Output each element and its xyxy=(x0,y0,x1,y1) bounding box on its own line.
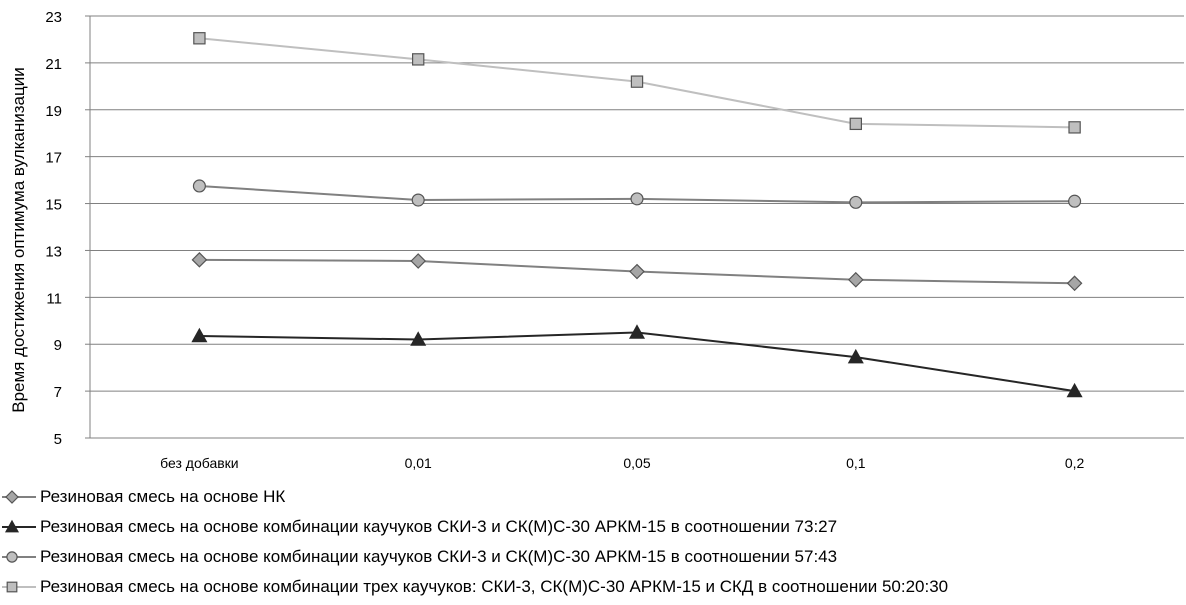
data-point-circle xyxy=(1068,194,1082,208)
legend-item: Резиновая смесь на основе комбинации кау… xyxy=(0,542,837,572)
x-tick-label: 0,1 xyxy=(846,455,866,471)
data-point-triangle xyxy=(191,327,208,343)
legend-marker-diamond xyxy=(2,490,36,504)
legend-marker-triangle xyxy=(2,519,36,533)
data-point-square xyxy=(849,117,863,131)
legend-label: Резиновая смесь на основе комбинации кау… xyxy=(40,517,838,536)
series-lines xyxy=(191,32,1083,398)
y-tick-label: 11 xyxy=(46,290,62,307)
y-tick-label: 9 xyxy=(54,337,62,354)
data-point-circle xyxy=(630,192,644,206)
legend-item: Резиновая смесь на основе комбинации тре… xyxy=(0,572,948,602)
y-tick-label: 19 xyxy=(45,103,62,120)
x-tick-label: 0,01 xyxy=(405,455,432,471)
data-point-square xyxy=(412,53,425,66)
data-point-diamond xyxy=(629,263,645,280)
series-line xyxy=(199,331,1075,393)
legend-marker-circle xyxy=(2,551,36,563)
y-tick-label: 17 xyxy=(45,150,62,167)
grid-lines xyxy=(85,15,1184,439)
data-point-diamond xyxy=(410,253,427,269)
y-tick-label: 23 xyxy=(45,9,62,26)
data-point-circle xyxy=(192,179,206,193)
data-point-circle xyxy=(849,195,863,209)
data-point-diamond xyxy=(191,251,208,268)
data-point-triangle xyxy=(410,331,427,346)
series-3 xyxy=(192,179,1082,209)
legend-label: Резиновая смесь на основе НК xyxy=(40,487,286,506)
legend-item: Резиновая смесь на основе НК xyxy=(0,482,285,512)
x-tick-labels: без добавки 0,01 0,05 0,1 0,2 xyxy=(160,455,1084,471)
line-chart: 5 7 9 11 13 15 17 19 21 23 без добавки 0,01 0,05 0,1… xyxy=(9,9,1184,471)
legend-label: Резиновая смесь на основе комбинации кау… xyxy=(40,547,838,566)
legend-label: Резиновая смесь на основе комбинации тре… xyxy=(40,577,949,596)
data-point-triangle xyxy=(628,324,646,339)
legend-marker-symbol xyxy=(6,551,18,563)
legend-marker-square xyxy=(2,581,36,593)
data-point-circle xyxy=(411,193,425,207)
data-point-square xyxy=(630,75,644,88)
x-tick-label: 0,05 xyxy=(623,455,650,471)
x-tick-label: 0,2 xyxy=(1065,455,1085,471)
series-1 xyxy=(191,251,1083,292)
y-axis-label: Время достижения оптимума вулканизации xyxy=(9,67,28,413)
x-tick-label: без добавки xyxy=(160,455,238,471)
y-tick-label: 7 xyxy=(54,384,62,401)
series-4 xyxy=(193,32,1081,134)
data-point-diamond xyxy=(1066,275,1083,292)
y-tick-label: 5 xyxy=(54,431,62,448)
y-tick-label: 15 xyxy=(45,197,62,214)
legend-marker-symbol xyxy=(5,490,19,504)
data-point-triangle xyxy=(847,348,864,364)
data-point-square xyxy=(1068,121,1081,134)
data-point-diamond xyxy=(847,271,864,288)
series-2 xyxy=(191,324,1083,398)
legend-marker-symbol xyxy=(6,581,18,593)
legend-item: Резиновая смесь на основе комбинации кау… xyxy=(0,512,837,542)
data-point-triangle xyxy=(1066,382,1083,398)
legend-marker-symbol xyxy=(4,519,20,533)
data-point-square xyxy=(193,32,206,45)
y-tick-labels: 5 7 9 11 13 15 17 19 21 23 xyxy=(45,9,62,448)
y-tick-label: 21 xyxy=(45,56,62,73)
y-tick-label: 13 xyxy=(45,243,62,260)
